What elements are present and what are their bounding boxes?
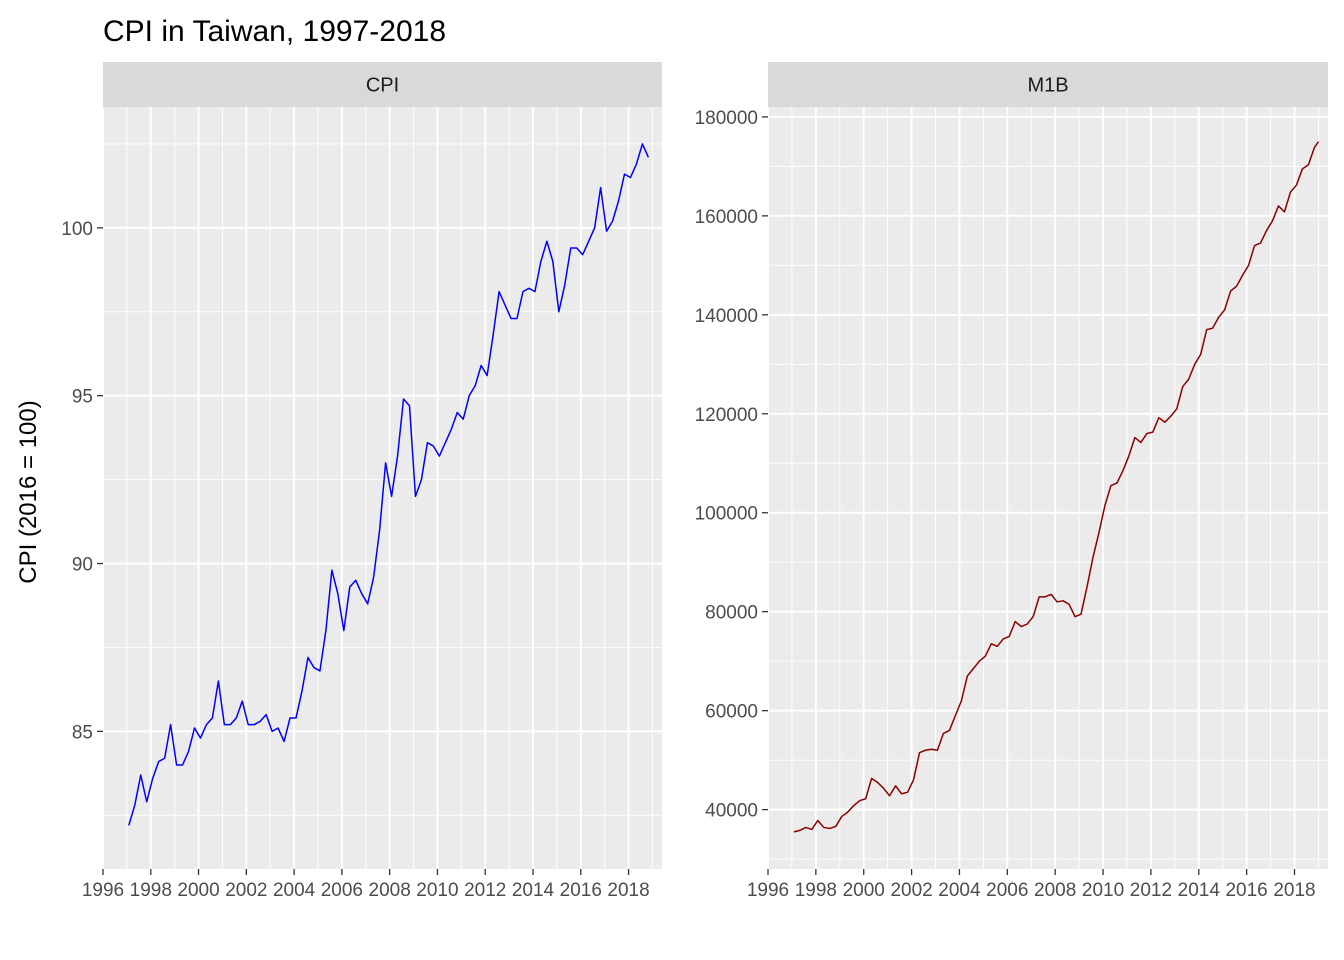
x-tick-label: 1998	[130, 880, 172, 901]
x-tick-label: 2002	[890, 880, 932, 901]
y-tick-label: 80000	[705, 603, 758, 624]
y-tick-label: 180000	[695, 108, 758, 129]
x-tick-label: 2004	[938, 880, 981, 901]
x-tick-label: 2000	[177, 880, 219, 901]
x-tick-label: 2008	[369, 880, 411, 901]
x-tick-label: 2014	[512, 880, 555, 901]
panel-background-cpi	[103, 107, 662, 869]
series-line-m1b	[793, 141, 1320, 833]
x-tick-label: 2016	[1225, 880, 1267, 901]
y-tick-label: 140000	[695, 306, 758, 327]
strip-m1b	[768, 62, 1328, 107]
y-tick-label: 85	[72, 722, 93, 743]
y-tick-label: 160000	[695, 207, 758, 228]
y-tick-label: 90	[72, 555, 93, 576]
x-tick-label: 2002	[225, 880, 267, 901]
x-tick-label: 1996	[747, 880, 789, 901]
y-axis-label: CPI (2016 = 100)	[15, 400, 42, 583]
x-tick-label: 2018	[1273, 880, 1315, 901]
y-tick-label: 100000	[695, 504, 758, 525]
y-tick-label: 120000	[695, 405, 758, 426]
x-tick-label: 2014	[1178, 880, 1221, 901]
y-tick-label: 40000	[705, 801, 758, 822]
x-tick-label: 2012	[464, 880, 506, 901]
x-tick-label: 2010	[1082, 880, 1124, 901]
x-tick-label: 2006	[986, 880, 1028, 901]
x-tick-label: 2000	[843, 880, 885, 901]
x-tick-label: 2018	[607, 880, 649, 901]
panel-cpi: CPI 1996 1998 2000 2002 2004 2006 2008 2010 2012 2…	[61, 62, 662, 901]
x-tick-label: 2012	[1130, 880, 1172, 901]
x-tick-label: 2010	[416, 880, 458, 901]
series-line-cpi	[128, 143, 650, 826]
x-tick-label: 1996	[82, 880, 124, 901]
strip-cpi	[103, 62, 662, 107]
y-tick-label: 60000	[705, 702, 758, 723]
chart-title: CPI in Taiwan, 1997-2018	[103, 15, 446, 48]
x-tick-label: 2008	[1034, 880, 1076, 901]
panel-background-m1b	[768, 107, 1328, 869]
strip-label-cpi: CPI	[366, 75, 399, 97]
x-tick-label: 2004	[273, 880, 316, 901]
strip-label-m1b: M1B	[1027, 75, 1068, 97]
y-tick-label: 100	[61, 219, 93, 240]
x-tick-label: 2006	[321, 880, 363, 901]
x-tick-label: 1998	[795, 880, 837, 901]
x-tick-label: 2016	[560, 880, 602, 901]
y-tick-label: 95	[72, 387, 93, 408]
